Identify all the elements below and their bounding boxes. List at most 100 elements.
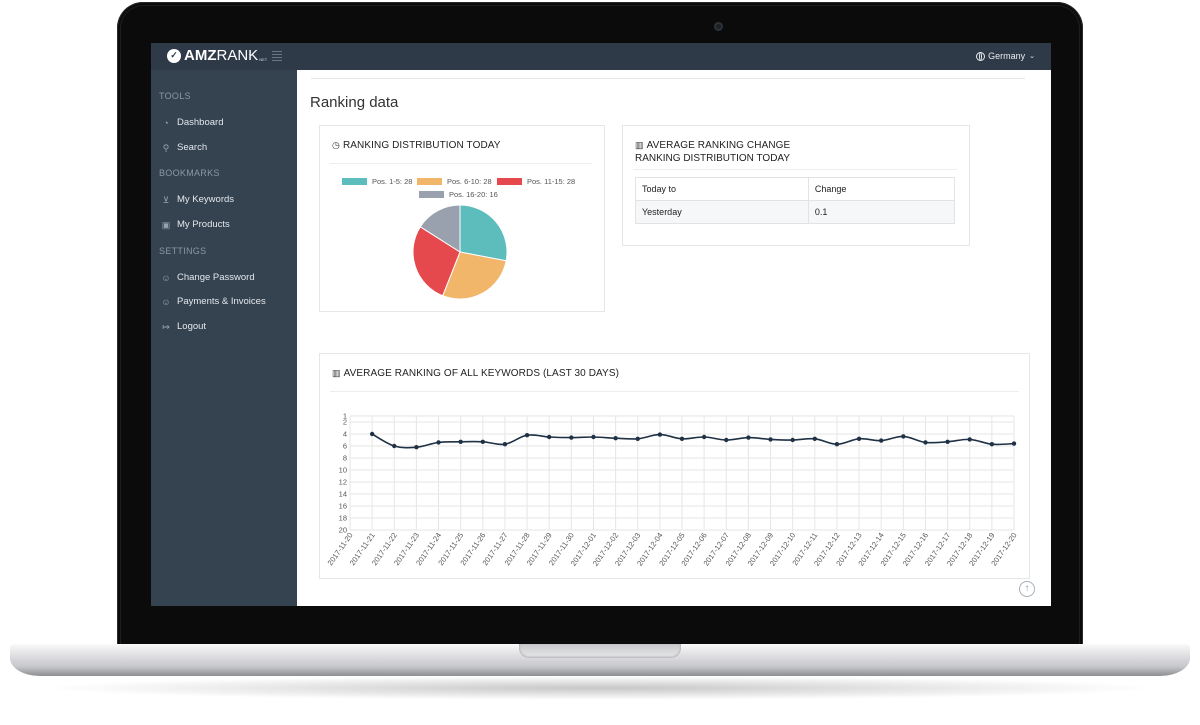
sidebar-item-logout[interactable]: ↦ Logout [162,321,207,332]
main-content: Ranking data ◷ RANKING DISTRIBUTION TODA… [297,70,1051,606]
column-header: Today to [635,177,809,201]
app-screen: ✓ AMZRANK NET Germany ⌄ TOOLS ◔ Dashboar… [151,43,1051,606]
data-point [923,440,928,445]
data-point [480,439,485,444]
data-point [657,432,663,437]
sidebar-item-my-products[interactable]: ▣ My Products [161,219,230,230]
pie-slice [419,204,461,253]
sidebar-section-bookmarks: BOOKMARKS [159,168,220,178]
data-point [856,436,862,441]
y-tick-label: 8 [343,454,347,463]
data-point [768,437,773,442]
ranking-distribution-panel: ◷ RANKING DISTRIBUTION TODAY Pos. 1-5: 2… [319,125,605,312]
data-point [812,436,817,441]
y-tick-label: 1 [343,412,347,421]
ranking-change-table: Today to Change Yesterday 0.1 [635,177,956,224]
legend-item: Pos. 1-5: 28 [342,177,412,186]
sidebar-section-settings: SETTINGS [159,246,207,256]
chevron-down-icon: ⌄ [1029,53,1035,60]
table-cell: 0.1 [807,200,956,224]
data-point [392,443,397,449]
ranking-pie-chart [412,204,508,300]
top-navbar: ✓ AMZRANK NET Germany ⌄ [151,43,1051,70]
pie-chart-icon: ◷ [332,140,340,150]
data-point [414,445,419,450]
user-icon: ☺ [161,272,171,283]
pie-slice [412,226,461,297]
bar-chart-icon: ▥ [332,368,341,378]
cart-icon: ⊻ [162,194,170,205]
data-point [989,442,995,447]
legend-swatch [342,178,367,185]
legend-item: Pos. 16-20: 16 [419,190,498,199]
table-row: Yesterday 0.1 [635,200,956,224]
data-point [502,442,508,447]
data-point [746,435,751,440]
y-tick-label: 20 [339,526,347,535]
y-tick-label: 6 [343,442,347,451]
search-icon: ⚲ [162,142,170,153]
logout-icon: ↦ [162,321,170,332]
sidebar-item-dashboard[interactable]: ◔ Dashboard [161,117,223,128]
bar-chart-icon: ▥ [635,140,644,150]
data-point [901,434,906,439]
panel-title: ▥ AVERAGE RANKING OF ALL KEYWORDS (LAST … [332,368,620,379]
legend-swatch [417,178,442,185]
column-header: Change [807,177,956,201]
data-point [569,435,574,440]
average-ranking-line-panel: ▥ AVERAGE RANKING OF ALL KEYWORDS (LAST … [319,353,1030,579]
sidebar-item-change-password[interactable]: ☺ Change Password [161,272,255,283]
sidebar-section-tools: TOOLS [159,91,191,101]
panel-title: ◷ RANKING DISTRIBUTION TODAY [332,140,501,151]
data-point [591,434,596,440]
data-point [436,440,441,445]
legend-item: Pos. 11-15: 28 [497,177,575,186]
data-point [834,442,840,447]
sidebar: TOOLS ◔ Dashboard ⚲ Search BOOKMARKS ⊻ M… [151,70,297,606]
divider [311,78,1025,79]
user-icon: ☺ [161,296,171,307]
y-tick-label: 4 [343,430,347,439]
hamburger-menu-icon[interactable] [272,50,282,62]
y-tick-label: 12 [339,478,347,487]
sidebar-item-my-keywords[interactable]: ⊻ My Keywords [162,194,235,205]
data-point [547,434,552,440]
scroll-to-top-button[interactable]: ↑ [1019,581,1035,597]
data-point [369,431,375,437]
country-label: Germany [988,51,1026,61]
y-tick-label: 2 [343,418,347,427]
sidebar-item-payments-invoices[interactable]: ☺ Payments & Invoices [161,296,266,307]
legend-swatch [419,191,444,198]
panel-subtitle: RANKING DISTRIBUTION TODAY [635,153,791,164]
data-point [701,434,707,440]
laptop-shadow [40,676,1160,700]
legend-item: Pos. 6-10: 28 [417,177,492,186]
data-point [879,438,884,443]
data-point [613,436,618,441]
data-point [635,436,640,441]
logo-mark-icon: ✓ [167,48,181,63]
country-selector[interactable]: Germany ⌄ [976,51,1035,61]
panel-title: ▥ AVERAGE RANKING CHANGE [635,140,791,151]
y-tick-label: 18 [339,514,347,523]
y-tick-label: 10 [339,466,347,475]
table-cell: Yesterday [635,200,809,224]
data-point [458,439,463,444]
webcam [714,22,723,31]
sidebar-item-search[interactable]: ⚲ Search [162,142,208,153]
data-point [679,436,685,441]
data-point [1011,441,1017,446]
data-point [790,437,795,443]
globe-icon [976,51,986,61]
brand-logo[interactable]: ✓ AMZRANK NET [167,48,267,63]
data-point [945,439,950,444]
page-title: Ranking data [310,94,399,111]
pie-slice [459,204,508,262]
average-ranking-change-panel: ▥ AVERAGE RANKING CHANGE RANKING DISTRIB… [622,125,970,246]
average-ranking-line-chart: 124681012141618202017-11-202017-11-21201… [326,412,1019,568]
bag-icon: ▣ [161,219,171,230]
y-tick-label: 14 [339,490,347,499]
table-header-row: Today to Change [635,177,956,201]
legend-swatch [497,178,522,185]
data-point [524,433,530,438]
